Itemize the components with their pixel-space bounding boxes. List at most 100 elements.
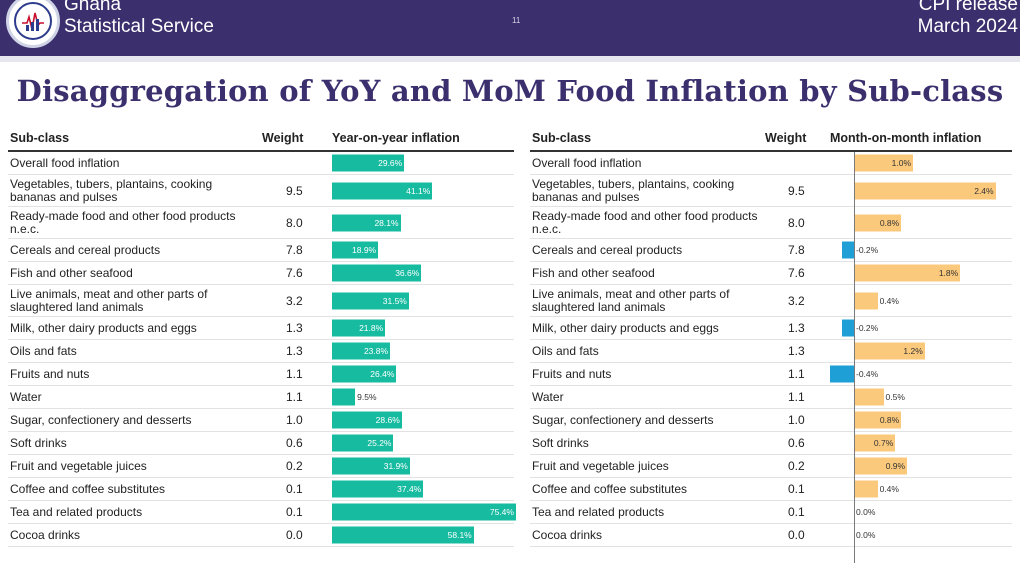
- yoy-bar: [332, 480, 424, 498]
- mom-value-label: 1.0%: [891, 158, 911, 168]
- mom-value-label: -0.2%: [856, 323, 879, 333]
- yoy-value-label: 37.4%: [397, 484, 422, 494]
- mom-weight: 8.0: [788, 215, 805, 230]
- mom-value-label: -0.2%: [856, 245, 879, 255]
- yoy-row: Fish and other seafood 7.6 36.6%: [8, 262, 514, 285]
- mom-bar: [842, 241, 854, 259]
- mom-bar: [854, 292, 878, 309]
- yoy-value-label: 41.1%: [406, 185, 431, 196]
- mom-subclass-name: Oils and fats: [532, 343, 599, 358]
- mom-value-label: 0.5%: [885, 392, 905, 402]
- mom-subclass-name: Coffee and coffee substitutes: [532, 481, 687, 496]
- mom-row: Ready-made food and other food products …: [530, 207, 1012, 239]
- yoy-table-header: Sub-class Weight Year-on-year inflation: [8, 126, 514, 152]
- yoy-row: Vegetables, tubers, plantains, cooking b…: [8, 175, 514, 207]
- mom-row: Coffee and coffee substitutes 0.1 0.4%: [530, 478, 1012, 501]
- mom-subclass-name: Ready-made food and other food products …: [532, 208, 758, 236]
- yoy-subclass-name: Soft drinks: [10, 435, 67, 450]
- mom-row: Tea and related products 0.1 0.0%: [530, 501, 1012, 524]
- page-number: 11: [512, 16, 521, 25]
- yoy-bar: [332, 182, 433, 199]
- mom-weight: 1.1: [788, 367, 805, 381]
- mom-weight: 0.0: [788, 528, 805, 542]
- yoy-bar: [332, 241, 379, 259]
- yoy-bar: [332, 411, 402, 429]
- yoy-bar: [332, 503, 516, 521]
- yoy-subclass-name: Fish and other seafood: [10, 265, 133, 280]
- mom-weight: 0.6: [788, 436, 805, 450]
- mom-weight: 7.6: [788, 266, 805, 280]
- yoy-row: Oils and fats 1.3 23.8%: [8, 340, 514, 363]
- mom-bar: [854, 480, 878, 498]
- mom-bar: [854, 342, 925, 360]
- yoy-row: Coffee and coffee substitutes 0.1 37.4%: [8, 478, 514, 501]
- yoy-value-label: 58.1%: [447, 530, 472, 540]
- yoy-header-subclass: Sub-class: [10, 131, 70, 145]
- yoy-bar: [332, 434, 394, 452]
- release-info: CPI release March 2024: [918, 0, 1018, 38]
- yoy-weight: 7.8: [286, 243, 303, 257]
- mom-weight: 1.0: [788, 413, 805, 427]
- yoy-subclass-name: Cereals and cereal products: [10, 242, 161, 257]
- yoy-row: Soft drinks 0.6 25.2%: [8, 432, 514, 455]
- mom-bar: [842, 319, 854, 337]
- slide-title: Disaggregation of YoY and MoM Food Infla…: [16, 74, 1004, 108]
- yoy-weight: 0.1: [286, 482, 303, 496]
- yoy-weight: 7.6: [286, 266, 303, 280]
- yoy-subclass-name: Fruit and vegetable juices: [10, 458, 147, 473]
- mom-value-label: 0.8%: [879, 415, 900, 425]
- header-banner: Ghana Statistical Service 11 CPI release…: [0, 0, 1020, 56]
- yoy-row: Live animals, meat and other parts of sl…: [8, 285, 514, 317]
- yoy-bar: [332, 388, 356, 406]
- yoy-value-label: 25.2%: [367, 438, 392, 448]
- mom-bar: [854, 411, 902, 429]
- yoy-subclass-name: Tea and related products: [10, 504, 143, 519]
- mom-bar: [854, 154, 913, 172]
- yoy-weight: 1.3: [286, 321, 303, 335]
- mom-subclass-name: Fish and other seafood: [532, 265, 655, 280]
- yoy-weight: 1.1: [286, 390, 303, 404]
- yoy-subclass-name: Vegetables, tubers, plantains, cooking b…: [10, 176, 213, 204]
- yoy-subclass-name: Sugar, confectionery and desserts: [10, 412, 192, 427]
- mom-weight: 0.1: [788, 505, 805, 519]
- mom-row: Fruits and nuts 1.1 -0.4%: [530, 363, 1012, 386]
- yoy-subclass-name: Cocoa drinks: [10, 527, 81, 542]
- mom-row: Soft drinks 0.6 0.7%: [530, 432, 1012, 455]
- yoy-bar: [332, 319, 386, 337]
- mom-header-subclass: Sub-class: [532, 131, 592, 145]
- mom-row: Milk, other dairy products and eggs 1.3 -0…: [530, 317, 1012, 340]
- mom-value-label: 0.8%: [879, 217, 900, 228]
- mom-row: Cereals and cereal products 7.8 -0.2%: [530, 239, 1012, 262]
- mom-subclass-name: Sugar, confectionery and desserts: [532, 412, 714, 427]
- logo-chart-icon: [22, 12, 44, 31]
- mom-subclass-name: Cereals and cereal products: [532, 242, 683, 257]
- mom-value-label: 0.0%: [856, 530, 876, 540]
- yoy-row: Cereals and cereal products 7.8 18.9%: [8, 239, 514, 262]
- yoy-value-label: 36.6%: [395, 268, 420, 278]
- mom-value-label: -0.4%: [856, 369, 879, 379]
- yoy-weight: 8.0: [286, 215, 303, 230]
- banner-divider: [0, 56, 1020, 62]
- mom-header-value: Month-on-month inflation: [830, 131, 982, 145]
- release-date: March 2024: [917, 16, 1018, 37]
- mom-row: Cocoa drinks 0.0 0.0%: [530, 524, 1012, 547]
- mom-value-label: 0.0%: [856, 507, 876, 517]
- yoy-value-label: 18.9%: [352, 245, 377, 255]
- mom-zero-axis: [854, 152, 855, 563]
- yoy-row: Sugar, confectionery and desserts 1.0 28.6…: [8, 409, 514, 432]
- yoy-weight: 1.0: [286, 413, 303, 427]
- mom-value-label: 1.2%: [903, 346, 923, 356]
- yoy-value-label: 28.6%: [375, 415, 400, 425]
- yoy-bar: [332, 154, 405, 172]
- yoy-weight: 0.1: [286, 505, 303, 519]
- yoy-weight: 0.6: [286, 436, 303, 450]
- yoy-bar: [332, 342, 391, 360]
- yoy-value-label: 28.1%: [374, 217, 399, 228]
- yoy-weight: 1.1: [286, 367, 303, 381]
- yoy-value-label: 21.8%: [359, 323, 384, 333]
- mom-bar: [854, 434, 896, 452]
- mom-weight: 1.3: [788, 321, 805, 335]
- yoy-weight: 9.5: [286, 183, 303, 198]
- yoy-value-label: 23.8%: [363, 346, 389, 356]
- yoy-inflation-table: Sub-class Weight Year-on-year inflation …: [8, 126, 516, 547]
